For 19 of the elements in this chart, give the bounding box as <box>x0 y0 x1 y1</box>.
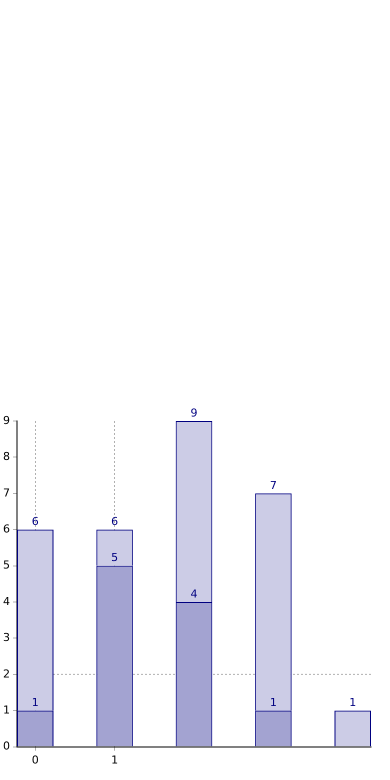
y-tick-label: 9 <box>3 414 10 427</box>
y-tick-label: 8 <box>3 450 10 464</box>
y-tick-label: 4 <box>3 594 10 608</box>
total-label: 9 <box>190 406 198 420</box>
y-tick-label: 0 <box>3 740 10 753</box>
data-label: 1 <box>270 696 277 709</box>
y-tick-label: 2 <box>3 667 10 680</box>
data-label: 4 <box>190 587 198 600</box>
y-tick-label: 3 <box>3 631 10 644</box>
total-label: 6 <box>111 514 118 528</box>
total-label: 6 <box>32 514 39 528</box>
data-label: 1 <box>32 696 39 709</box>
total-label: 7 <box>270 478 277 492</box>
data-label: 5 <box>111 551 118 564</box>
y-tick-label: 1 <box>3 703 10 716</box>
y-tick-label: 7 <box>3 486 10 500</box>
total-label: 1 <box>349 696 356 709</box>
y-tick-label: 6 <box>3 522 10 536</box>
y-tick-label: 5 <box>3 558 10 572</box>
